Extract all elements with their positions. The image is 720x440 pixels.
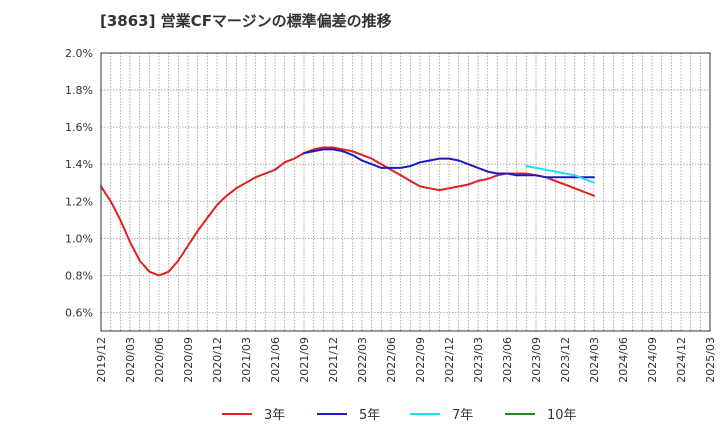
- x-tick-label: 2020/12: [211, 337, 224, 383]
- x-tick-label: 2023/12: [559, 337, 572, 383]
- x-tick-label: 2021/06: [269, 337, 282, 383]
- x-tick-label: 2024/03: [588, 337, 601, 383]
- legend-label-3年: 3年: [264, 408, 285, 423]
- y-tick-label: 1.0%: [65, 232, 93, 245]
- chart-title: [3863] 営業CFマージンの標準偏差の推移: [100, 12, 392, 30]
- y-tick-label: 1.4%: [65, 158, 93, 171]
- x-tick-label: 2022/09: [414, 337, 427, 383]
- x-tick-label: 2020/03: [124, 337, 137, 383]
- legend-label-5年: 5年: [359, 408, 380, 423]
- plot-frame: [100, 52, 711, 332]
- legend-label-10年: 10年: [547, 408, 577, 423]
- y-tick-label: 2.0%: [65, 47, 93, 60]
- x-tick-label: 2021/09: [298, 337, 311, 383]
- x-tick-label: 2020/09: [182, 337, 195, 383]
- x-tick-label: 2022/12: [443, 337, 456, 383]
- x-tick-label: 2021/12: [327, 337, 340, 383]
- x-tick-label: 2022/03: [356, 337, 369, 383]
- y-tick-label: 1.2%: [65, 195, 93, 208]
- x-tick-label: 2024/12: [675, 337, 688, 383]
- y-tick-label: 0.6%: [65, 306, 93, 319]
- x-tick-label: 2021/03: [240, 337, 253, 383]
- y-tick-label: 1.6%: [65, 121, 93, 134]
- x-tick-label: 2020/06: [153, 337, 166, 383]
- legend-label-7年: 7年: [452, 408, 473, 423]
- y-tick-label: 1.8%: [65, 84, 93, 97]
- series-line-5年: [303, 148, 595, 179]
- x-tick-label: 2024/09: [646, 337, 659, 383]
- series-line-7年: [525, 165, 595, 184]
- x-tick-label: 2022/06: [385, 337, 398, 383]
- x-tick-label: 2019/12: [95, 337, 108, 383]
- x-tick-label: 2024/06: [617, 337, 630, 383]
- x-tick-label: 2023/03: [472, 337, 485, 383]
- series-line-3年: [100, 146, 595, 277]
- x-tick-label: 2023/06: [501, 337, 514, 383]
- x-tick-label: 2025/03: [704, 337, 717, 383]
- y-tick-label: 0.8%: [65, 269, 93, 282]
- x-tick-label: 2023/09: [530, 337, 543, 383]
